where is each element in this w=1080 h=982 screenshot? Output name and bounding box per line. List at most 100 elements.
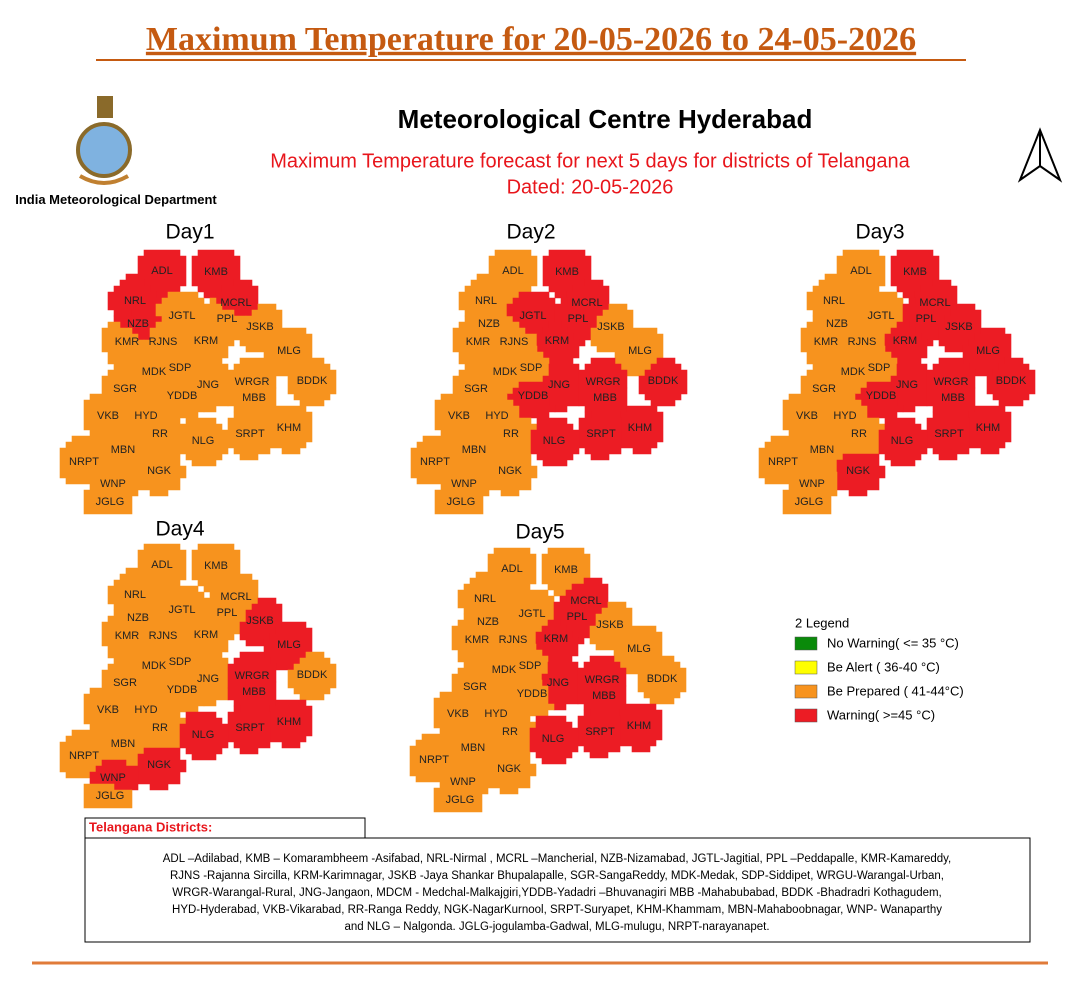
north-arrow [1017,127,1063,183]
district-label: RR [502,726,518,738]
district-label: NGK [498,465,523,477]
district-label: KRM [544,633,568,645]
district-area [439,763,489,795]
district-area [227,357,277,395]
district-label: NRPT [69,750,99,762]
district-label: MDK [142,660,167,672]
legend-swatch [794,708,818,723]
district-label: KMR [115,336,140,348]
district-area [535,619,579,663]
district-label: NGK [147,465,172,477]
district-label: NRL [823,295,845,307]
district-label: NRPT [420,456,450,468]
district-label: MBN [461,742,486,754]
district-label: MLG [628,345,652,357]
district-label: JSKB [945,321,973,333]
district-label: KHM [628,422,652,434]
district-area [487,751,537,795]
district-label: RJNS [500,336,529,348]
district-label: HYD [134,704,157,716]
district-area [179,711,229,761]
district-label: MBB [592,690,616,702]
district-label: WNP [100,772,126,784]
district-label: SDP [169,362,192,374]
district-label: VKB [447,708,469,720]
page-title: Maximum Temperature for 20-05-2026 to 24… [146,21,916,58]
district-label: BDDK [996,375,1027,387]
district-label: MLG [627,643,651,655]
district-area [101,363,145,407]
district-label: PPL [217,607,238,619]
day-label: Day2 [506,221,555,244]
district-label: YDDB [517,688,548,700]
district-label: VKB [97,410,119,422]
legend-swatch [794,636,818,651]
district-area [620,405,664,455]
district-area [287,357,337,407]
day-label: Day4 [155,518,204,541]
key-line: HYD-Hyderabad, VKB-Vikarabad, RR-Ranga R… [172,904,942,916]
district-label: KMB [204,560,228,572]
district-label: SGR [464,383,488,395]
day-label: Day1 [165,221,214,244]
district-area [227,681,277,713]
district-label: MLG [277,639,301,651]
legend-label: No Warning( <= 35 °C) [827,635,959,650]
district-area [530,417,580,467]
district-label: NZB [478,318,500,330]
district-label: SDP [520,362,543,374]
district-label: JNG [896,379,918,391]
district-label: NZB [127,318,149,330]
district-area [83,783,133,809]
district-label: KMR [465,634,490,646]
district-label: HYD [485,410,508,422]
district-label: MLG [976,345,1000,357]
district-area [788,465,838,497]
district-area [782,489,832,515]
day-label: Day5 [515,521,564,544]
district-area [227,651,277,689]
district-label: JGTL [868,310,895,322]
district-label: KMB [554,564,578,576]
subtitle: Maximum Temperature forecast for next 5 … [270,150,910,172]
district-label: ADL [850,265,871,277]
district-label: MBB [242,686,266,698]
district-label: SGR [812,383,836,395]
district-label: NRPT [69,456,99,468]
district-area [137,453,187,497]
district-label: HYD [833,410,856,422]
district-area [517,643,549,681]
district-label: JSKB [246,615,274,627]
district-label: JGLG [446,794,475,806]
district-area [287,651,337,701]
district-label: MDK [493,366,518,378]
district-area [434,489,484,515]
district-label: WNP [799,478,825,490]
district-label: ADL [151,559,172,571]
district-label: JNG [547,677,569,689]
district-area [638,357,688,407]
district-area [433,787,483,813]
district-label: MCRL [571,297,602,309]
district-area [101,657,145,701]
district-area [101,723,145,767]
district-label: KHM [277,716,301,728]
district-label: PPL [567,611,588,623]
district-label: MDK [142,366,167,378]
day-label: Day3 [855,221,904,244]
district-area [986,357,1036,407]
district-label: JNG [197,379,219,391]
district-label: NGK [497,763,522,775]
district-label: KMB [555,266,579,278]
district-area [637,655,687,705]
district-label: KHM [976,422,1000,434]
district-label: RJNS [149,630,178,642]
district-label: NLG [543,435,566,447]
district-label: JGLG [96,496,125,508]
district-label: MBB [242,392,266,404]
district-map: ADL KMB NRL MCRL NZB JGTL PPL JSKB KMR RJNS KRM MLG… [59,249,337,515]
district-label: WNP [100,478,126,490]
district-label: WRGR [235,670,270,682]
district-area [269,405,313,455]
